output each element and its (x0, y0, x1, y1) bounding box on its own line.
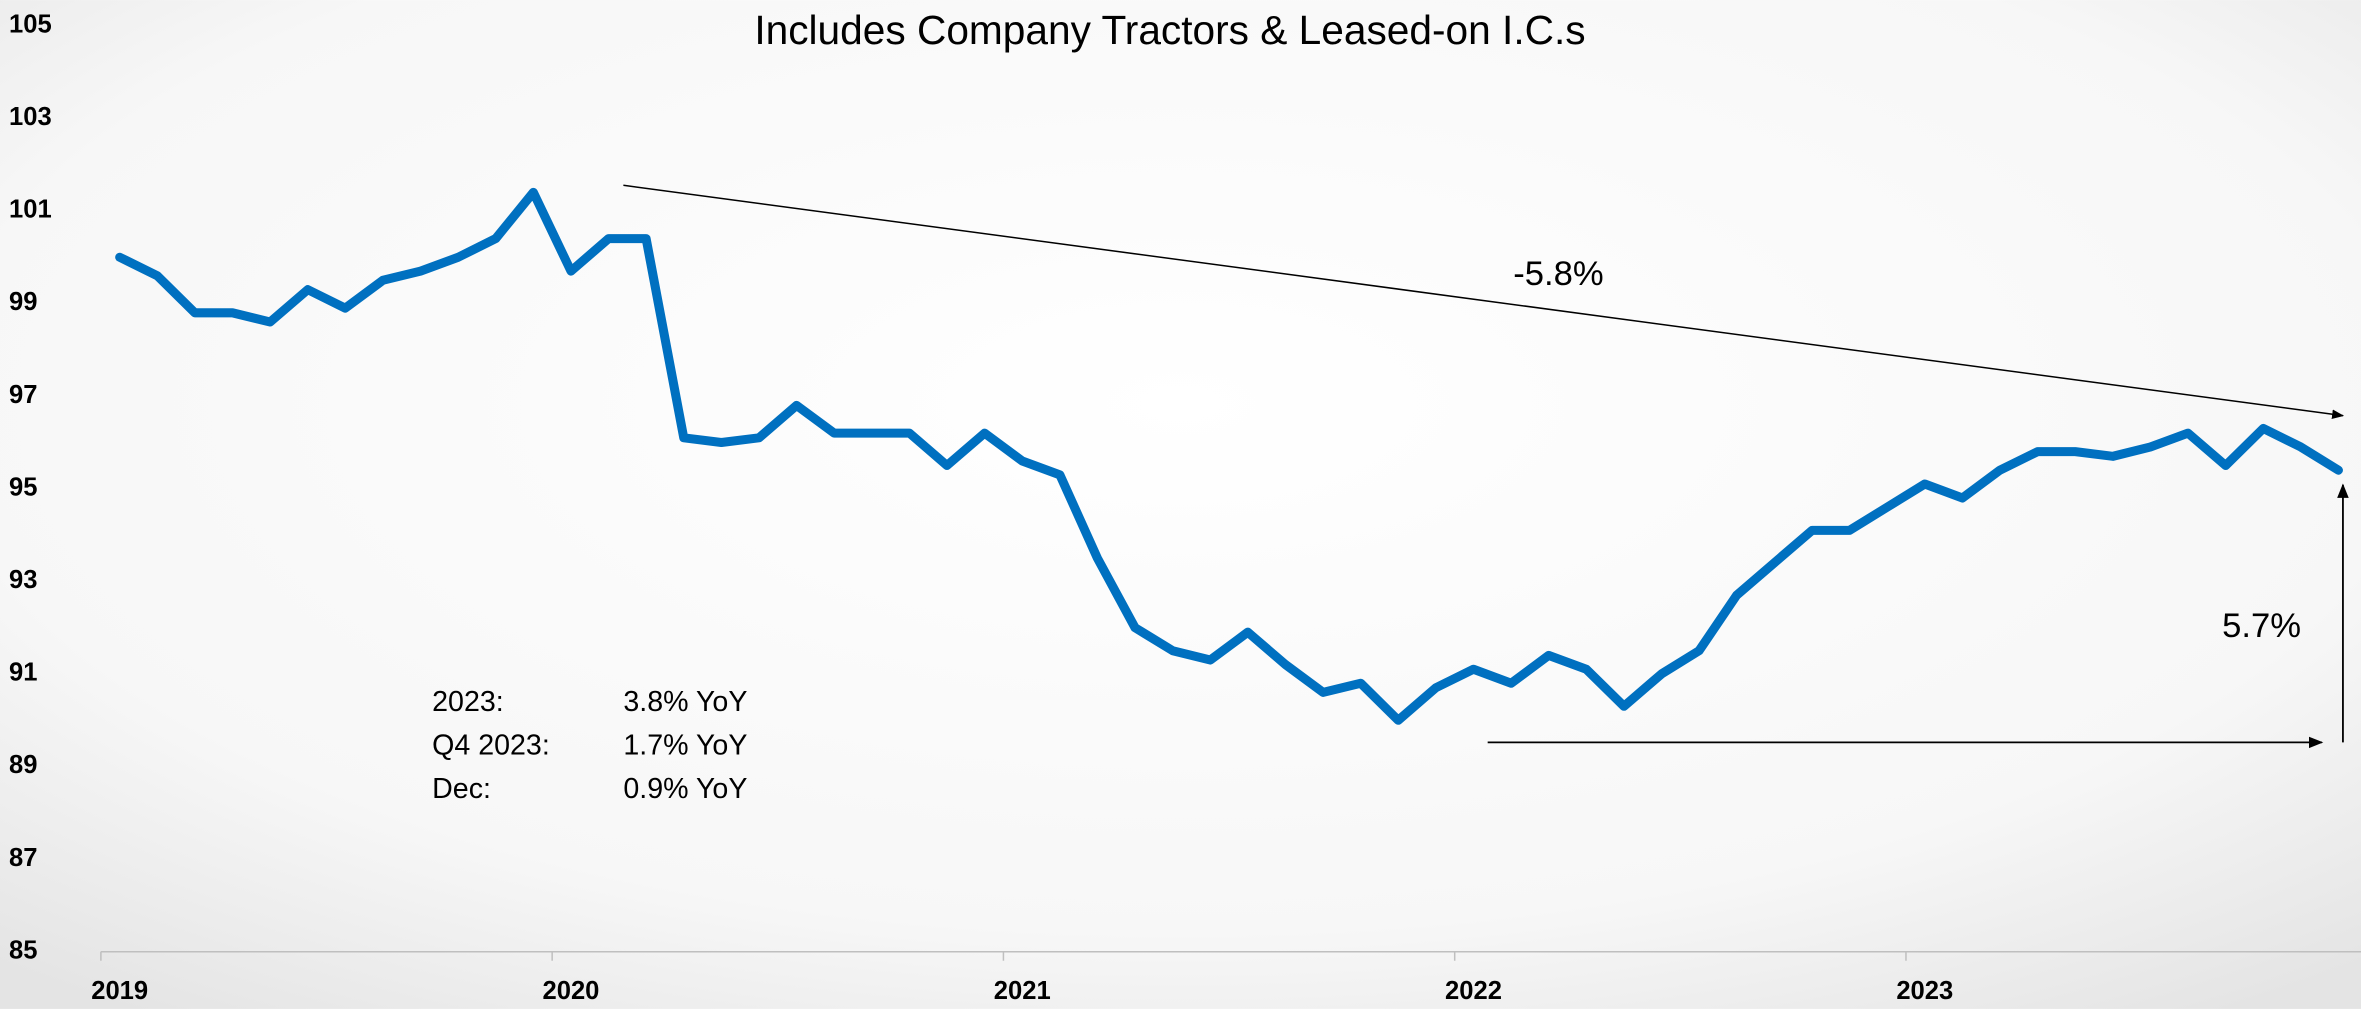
y-tick-label: 97 (9, 381, 37, 409)
y-tick-label: 91 (9, 659, 37, 687)
y-tick-label: 89 (9, 751, 37, 779)
note-text: Dec: (432, 773, 491, 805)
annotation: 5.7% (2222, 607, 2301, 645)
note-text: 1.7% YoY (623, 729, 747, 761)
plot: 85 87 89 91 93 95 97 99 101 103 105 2019 2020 2021 202… (9, 10, 2343, 1005)
y-tick-label: 105 (9, 10, 52, 38)
note-text: 3.8% YoY (623, 686, 747, 718)
x-tick-label: 2019 (91, 977, 148, 1005)
y-tick-label: 95 (9, 473, 37, 501)
trend-arrow (623, 184, 2345, 419)
y-tick-label: 99 (9, 288, 37, 316)
y-tick-label: 103 (9, 103, 52, 131)
y-tick-label: 85 (9, 936, 37, 964)
x-tick-label: 2023 (1896, 977, 1953, 1005)
annotation: -5.8% (1513, 255, 1603, 293)
x-tick-label: 2021 (994, 977, 1051, 1005)
chart-title: Includes Company Tractors & Leased-on I.… (754, 7, 1585, 53)
note-text: 2023: (432, 686, 504, 718)
y-tick-label: 87 (9, 844, 37, 872)
data-line (115, 187, 2343, 725)
note-text: Q4 2023: (432, 729, 550, 761)
y-tick-label: 101 (9, 196, 52, 224)
x-tick-label: 2022 (1445, 977, 1502, 1005)
note-text: 0.9% YoY (623, 773, 747, 805)
y-tick-label: 93 (9, 566, 37, 594)
x-tick-label: 2020 (543, 977, 600, 1005)
